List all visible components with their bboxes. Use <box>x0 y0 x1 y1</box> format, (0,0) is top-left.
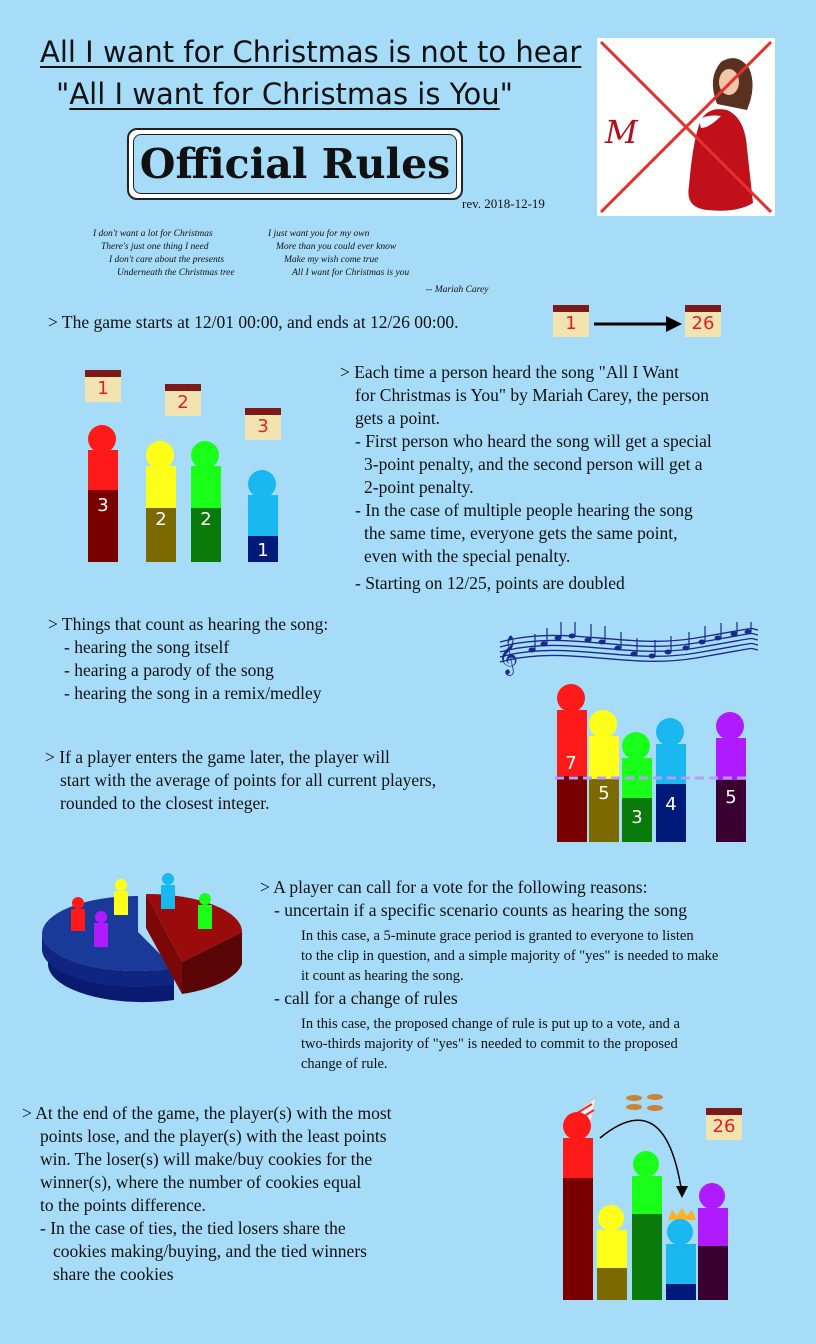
rule-line: winner(s), where the number of cookies e… <box>40 1172 362 1192</box>
svg-text:𝄞: 𝄞 <box>498 635 518 676</box>
title-line-2: "All I want for Christmas is You" <box>56 75 513 113</box>
late-score-2: 5 <box>598 783 609 804</box>
title-quote-open: " <box>56 77 70 111</box>
lyric-line: Underneath the Christmas tree <box>117 268 235 278</box>
rule-detail: it count as hearing the song. <box>301 968 464 984</box>
rule-line: > Things that count as hearing the song: <box>48 614 329 634</box>
podium-score-2: 2 <box>155 509 166 530</box>
late-score-4: 4 <box>665 794 676 815</box>
rule-line: - call for a change of rules <box>274 988 458 1008</box>
album-cover-crossed-out: M <box>597 38 775 216</box>
average-score-illustration: 7 5 3 4 5 <box>555 684 748 842</box>
rule-line: 3-point penalty, and the second person w… <box>364 454 703 474</box>
rule-line: - Starting on 12/25, points are doubled <box>355 573 625 593</box>
late-score-1: 7 <box>565 753 576 774</box>
music-notes-icon: 𝄞 <box>498 622 759 676</box>
rule-line: the same time, everyone gets the same po… <box>364 523 678 543</box>
calendar-podium-2: 2 <box>177 392 189 413</box>
lyric-line: I just want you for my own <box>268 229 370 239</box>
official-rules-heading: Official Rules <box>139 140 451 188</box>
rule-line: > Each time a person heard the song "All… <box>340 362 679 382</box>
calendar-start-day: 1 <box>565 313 577 334</box>
lyric-line: I don't care about the presents <box>109 255 225 265</box>
rule-line: cookies making/buying, and the tied winn… <box>53 1241 367 1261</box>
rule-line: start with the average of points for all… <box>60 770 437 790</box>
calendar-final-day: 26 <box>712 1116 736 1137</box>
rule-line: share the cookies <box>53 1264 174 1284</box>
lyrics-attribution: -- Mariah Carey <box>426 285 489 295</box>
rule-detail: In this case, a 5-minute grace period is… <box>301 928 694 944</box>
rule-line: 2-point penalty. <box>364 477 474 497</box>
lyric-line: I don't want a lot for Christmas <box>93 229 213 239</box>
rule-line: points lose, and the player(s) with the … <box>40 1126 387 1146</box>
rule-line: - In the case of multiple people hearing… <box>355 500 693 520</box>
vote-pie-illustration <box>41 873 242 1003</box>
rule-line: > A player can call for a vote for the f… <box>260 877 648 897</box>
calendar-end-day: 26 <box>691 313 715 334</box>
rule-line: even with the special penalty. <box>364 546 571 566</box>
rule-detail: two-thirds majority of "yes" is needed t… <box>301 1036 678 1052</box>
rule-line: to the points difference. <box>40 1195 206 1215</box>
calendar-icon: 26 <box>706 1108 742 1140</box>
final-results-illustration <box>563 1094 728 1300</box>
rule-line: - uncertain if a specific scenario count… <box>274 900 688 920</box>
rule-detail: In this case, the proposed change of rul… <box>301 1016 680 1032</box>
calendar-icon: 1 <box>553 305 589 337</box>
rule-line: > If a player enters the game later, the… <box>45 747 390 767</box>
podium-score-1: 3 <box>97 495 108 516</box>
calendar-icon: 26 <box>685 305 721 337</box>
podium-score-4: 1 <box>257 540 268 561</box>
title-line-1: All I want for Christmas is not to hear <box>40 35 582 69</box>
calendar-podium-1: 1 <box>97 378 109 399</box>
lyric-line: Make my wish come true <box>284 255 379 265</box>
cookie-icon <box>626 1094 663 1111</box>
song-title: All I want for Christmas is You <box>69 77 500 111</box>
rule-detail: to the clip in question, and a simple ma… <box>301 948 719 964</box>
rule-line: > At the end of the game, the player(s) … <box>22 1103 392 1123</box>
rule-line: - hearing the song in a remix/medley <box>64 683 322 703</box>
lyric-line: More than you could ever know <box>276 242 397 252</box>
calendar-podium-3: 3 <box>257 416 269 437</box>
album-monogram: M <box>604 113 639 151</box>
official-rules-banner: Official Rules <box>127 128 463 200</box>
rule-line: win. The loser(s) will make/buy cookies … <box>40 1149 373 1169</box>
rule-line: - hearing a parody of the song <box>64 660 274 680</box>
late-score-3: 3 <box>631 807 642 828</box>
rule-line: for Christmas is You" by Mariah Carey, t… <box>355 385 710 405</box>
arrow-right-icon <box>594 316 682 332</box>
rule-line: gets a point. <box>355 408 441 428</box>
title-quote-close: " <box>499 77 513 111</box>
podium-score-3: 2 <box>200 509 211 530</box>
rule-line: - hearing the song itself <box>64 637 230 657</box>
rule-line: - First person who heard the song will g… <box>355 431 712 451</box>
calendar-icon: 2 <box>165 384 201 416</box>
lyric-line: There's just one thing I need <box>101 242 209 252</box>
rule-line: - In the case of ties, the tied losers s… <box>40 1218 346 1238</box>
calendar-icon: 1 <box>85 370 121 402</box>
calendar-icon: 3 <box>245 408 281 440</box>
podium-scores-illustration: 3 2 2 1 <box>88 425 278 562</box>
rule-line: rounded to the closest integer. <box>60 793 270 813</box>
rule-game-dates: > The game starts at 12/01 00:00, and en… <box>48 312 459 332</box>
revision-date: rev. 2018-12-19 <box>462 196 545 211</box>
late-score-5: 5 <box>725 787 736 808</box>
rule-detail: change of rule. <box>301 1056 388 1072</box>
lyric-line: All I want for Christmas is you <box>292 268 410 278</box>
